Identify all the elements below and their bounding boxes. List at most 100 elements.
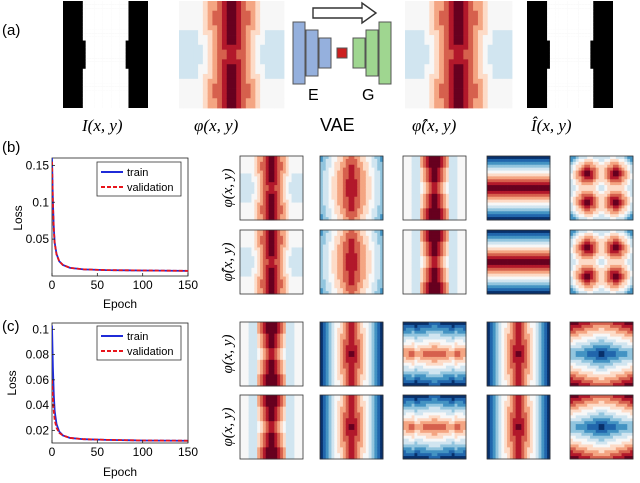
mask-cell <box>584 58 588 62</box>
field-cell <box>431 170 435 174</box>
field-cell <box>245 217 249 221</box>
field-cell <box>473 54 479 60</box>
x-axis-label: Epoch <box>103 297 137 311</box>
field-cell <box>277 241 281 245</box>
field-cell <box>328 170 332 174</box>
field-cell <box>328 208 332 212</box>
field-cell <box>607 193 611 198</box>
field-cell <box>325 167 329 171</box>
mask-cell <box>116 8 120 12</box>
field-cell <box>226 54 232 60</box>
field-cell <box>328 285 332 289</box>
field-cell <box>268 288 272 292</box>
mask-cell <box>587 25 591 30</box>
field-cell <box>260 291 264 295</box>
field-cell <box>532 211 537 215</box>
field-cell <box>265 232 270 237</box>
field-cell <box>198 30 204 36</box>
field-cell <box>610 167 614 171</box>
field-cell <box>420 164 424 169</box>
field-cell <box>212 10 218 16</box>
field-cell <box>279 103 285 109</box>
field-cell <box>524 202 528 206</box>
field-cell <box>443 93 450 99</box>
field-cell <box>250 44 256 51</box>
field-cell <box>374 185 378 189</box>
mask-cell <box>578 25 582 30</box>
field-cell <box>477 78 484 85</box>
mask-cell <box>584 36 588 41</box>
field-cell <box>325 173 329 177</box>
field-cell <box>254 267 258 272</box>
field-cell <box>420 211 424 215</box>
field-cell <box>297 282 301 286</box>
field-cell <box>612 164 617 169</box>
field-cell <box>403 179 407 183</box>
field-cell <box>440 208 444 212</box>
field-cell <box>521 173 525 177</box>
field-cell <box>437 161 441 166</box>
field-cell <box>331 262 335 266</box>
mask-cell <box>567 68 571 73</box>
field-cell <box>443 49 450 55</box>
field-cell <box>241 10 247 16</box>
field-cell <box>420 205 424 209</box>
field-cell <box>451 158 455 163</box>
field-cell <box>254 291 258 295</box>
field-cell <box>424 5 430 12</box>
field-cell <box>414 54 420 60</box>
field-cell <box>532 164 537 169</box>
field-cell <box>507 59 513 65</box>
field-cell <box>322 158 327 163</box>
field-cell <box>274 267 278 272</box>
mask-cell <box>570 65 574 70</box>
field-cell <box>411 158 415 163</box>
mask-cell <box>105 1 109 5</box>
field-cell <box>280 256 284 260</box>
field-cell <box>264 1 271 7</box>
field-cell <box>240 182 244 186</box>
field-cell <box>202 5 209 12</box>
field-cell <box>342 214 347 218</box>
field-cell <box>581 185 585 189</box>
field-cell <box>374 179 378 183</box>
field-cell <box>241 93 247 99</box>
field-cell <box>544 208 548 212</box>
field-cell <box>342 211 347 215</box>
field-cell <box>365 173 370 177</box>
field-cell <box>411 199 415 203</box>
field-cell <box>420 170 424 174</box>
field-cell <box>320 193 324 198</box>
field-cell <box>328 158 332 163</box>
mask-cell <box>111 18 115 23</box>
field-cell <box>492 5 498 12</box>
field-cell <box>590 173 594 177</box>
field-cell <box>262 291 267 295</box>
field-cell <box>463 199 467 203</box>
mask-cell <box>578 47 582 52</box>
field-cell <box>328 182 332 186</box>
field-cell <box>368 156 372 160</box>
field-cell <box>240 262 244 266</box>
field-cell <box>226 98 232 104</box>
field-cell <box>226 88 232 94</box>
field-cell <box>236 73 242 80</box>
field-cell <box>257 196 261 201</box>
field-cell <box>291 161 295 166</box>
mask-cell <box>561 104 565 109</box>
field-cell <box>357 196 361 201</box>
field-cell <box>207 15 213 21</box>
field-cell <box>417 205 421 209</box>
field-cell <box>405 158 410 163</box>
field-cell <box>351 188 355 192</box>
field-cell <box>521 167 525 171</box>
field-cell <box>457 182 461 186</box>
field-cell <box>541 185 545 189</box>
field-cell <box>482 49 489 55</box>
mask-cell <box>116 100 120 105</box>
field-cell <box>601 167 605 171</box>
field-cell <box>443 156 447 160</box>
field-cell <box>502 15 508 21</box>
field-cell <box>279 49 285 55</box>
field-cell <box>448 156 453 160</box>
